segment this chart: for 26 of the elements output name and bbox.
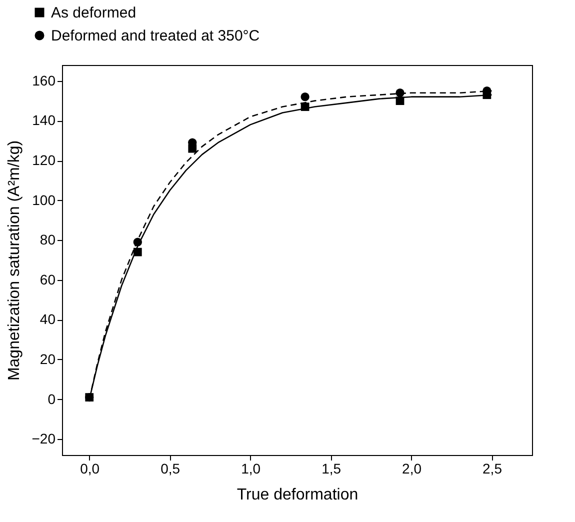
point (396, 88, 404, 98)
y-tick-label: 40 (40, 311, 56, 328)
y-tick-label: 100 (32, 192, 56, 208)
x-tick-label: 0,0 (80, 460, 100, 476)
y-tick-label: 60 (40, 271, 56, 288)
x-tick-label: 1,0 (241, 460, 261, 476)
x-axis-title: True deformation (236, 486, 358, 504)
y-tick-label: 120 (32, 152, 56, 168)
y-tick-label: 160 (32, 72, 56, 88)
y-tick-label: 0 (48, 390, 56, 407)
y-axis-title: Magnetization saturation (A²m/kg) (6, 140, 23, 381)
point (396, 96, 404, 105)
x-tick-label: 2,5 (482, 460, 502, 476)
y-tick-label: 140 (32, 112, 56, 128)
x-tick-label: 2,0 (402, 460, 422, 476)
point (300, 102, 310, 111)
point (300, 92, 310, 102)
y-tick-label: 80 (40, 232, 56, 248)
y-tick-label: 20 (40, 350, 56, 367)
point (133, 248, 142, 256)
legend-label: As deformed (51, 4, 136, 22)
point (133, 238, 142, 246)
x-tick-label: 1,5 (322, 460, 342, 476)
x-tick-label: 0,5 (160, 460, 180, 476)
legend-label: Deformed and treated at 350°C (51, 28, 260, 44)
y-tick-label: −20 (32, 430, 56, 447)
